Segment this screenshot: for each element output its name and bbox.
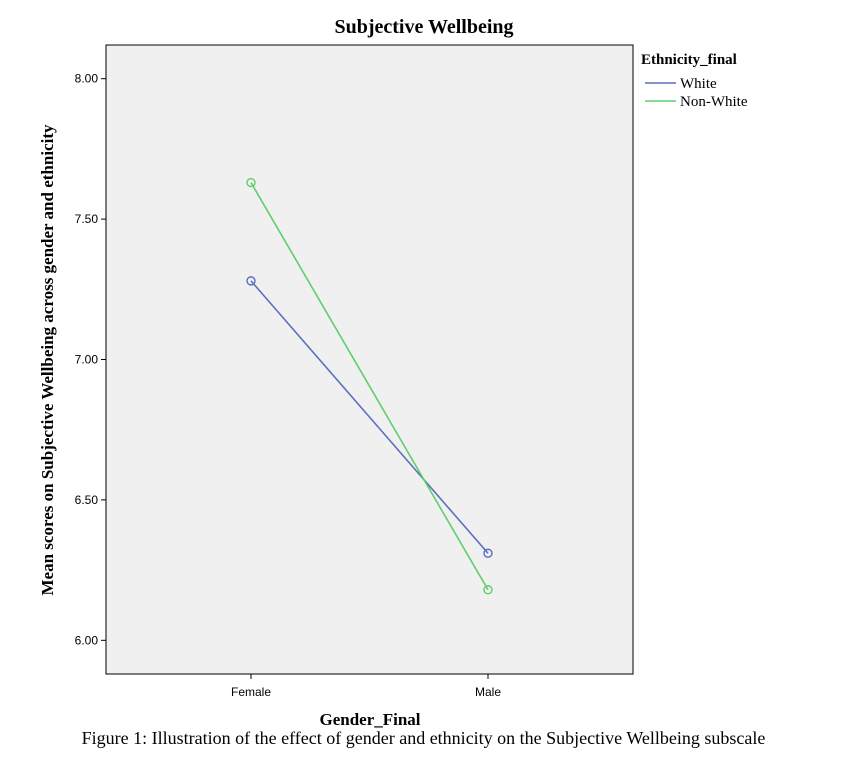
data-point [483, 585, 493, 595]
legend-title: Ethnicity_final [641, 52, 737, 68]
legend-label: Non-White [680, 94, 748, 110]
data-point [246, 177, 256, 188]
y-tick-label: 8.00 [75, 72, 99, 86]
x-tick-label: Male [475, 685, 501, 699]
legend-label: White [680, 76, 717, 92]
series-line [250, 280, 489, 554]
y-axis: 6.00 6.50 7.00 7.50 8.00 [75, 72, 106, 647]
y-tick-label: 6.50 [75, 493, 99, 507]
y-tick-label: 7.50 [75, 212, 99, 226]
chart-title: Subjective Wellbeing [334, 16, 513, 38]
chart: Subjective Wellbeing 6.00 6.50 7.00 7.50 8.0… [38, 16, 748, 729]
y-axis-label: Mean scores on Subjective Wellbeing acro… [38, 124, 57, 595]
y-tick-label: 6.00 [75, 633, 99, 647]
y-tick-label: 7.00 [75, 353, 99, 367]
legend: Ethnicity_final White Non-White [641, 52, 748, 110]
x-tick-label: Female [231, 685, 271, 699]
x-axis: Female Male [231, 674, 501, 699]
x-axis-label: Gender_Final [319, 710, 420, 729]
series-layer [246, 177, 493, 595]
data-point [246, 276, 256, 286]
series-line [250, 182, 489, 591]
data-point [483, 548, 493, 558]
plot-area [105, 44, 634, 675]
figure-caption: Figure 1: Illustration of the effect of … [81, 728, 766, 748]
